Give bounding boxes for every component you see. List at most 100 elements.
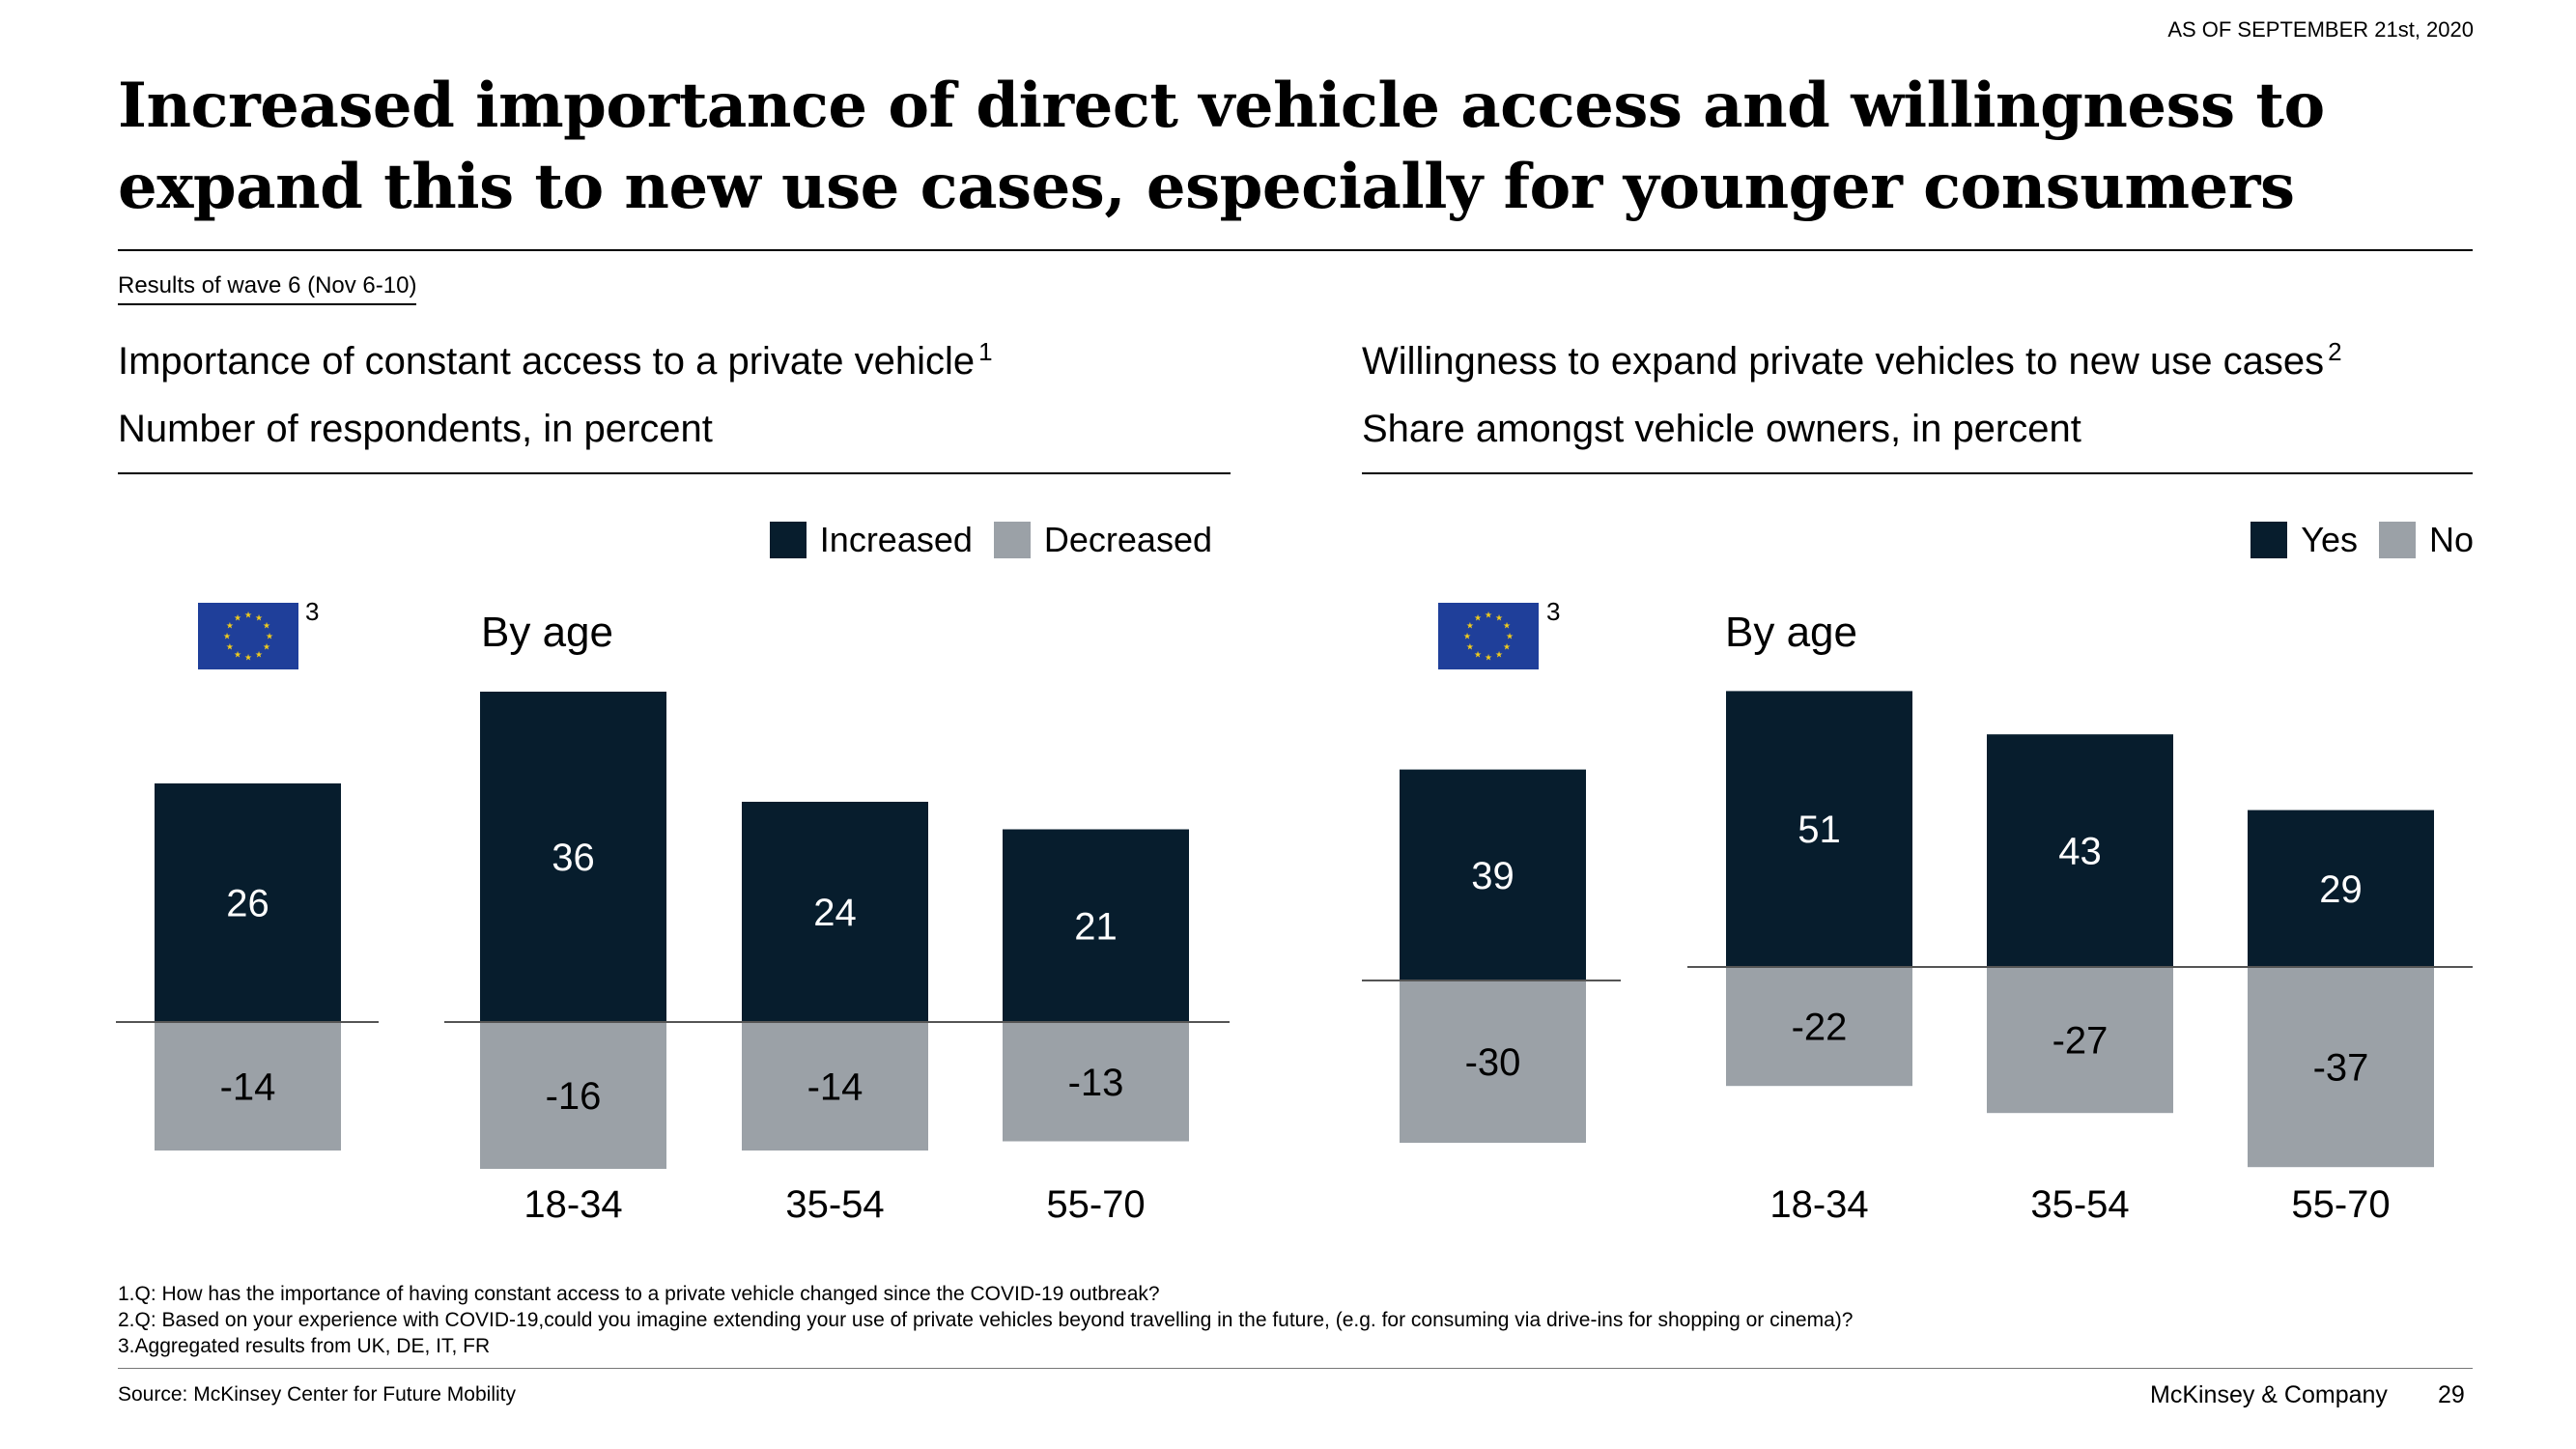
eu-flag-star: ★ bbox=[255, 612, 263, 622]
bar-increased-55-70 bbox=[1003, 829, 1189, 1022]
eu-flag-star: ★ bbox=[266, 632, 273, 641]
wave-tag: Results of wave 6 (Nov 6-10) bbox=[118, 272, 417, 305]
data-label-yes-eu: 39 bbox=[1471, 855, 1514, 897]
left-chart-title: Importance of constant access to a priva… bbox=[118, 336, 993, 384]
eu-flag-star: ★ bbox=[1503, 642, 1511, 652]
data-label-increased-35-54: 24 bbox=[813, 892, 857, 934]
left-chart-title-footnote: 1 bbox=[978, 336, 993, 366]
right-chart: 39 -30 51 -22 18-34 43 -27 35-54 29 -37 55-70 bbox=[1362, 691, 2473, 1226]
right-aggregate-footnote: 3 bbox=[1546, 597, 1561, 626]
eu-flag-star: ★ bbox=[234, 612, 241, 622]
bar-yes-55-70 bbox=[2248, 810, 2434, 967]
legend-swatch-no bbox=[2378, 522, 2416, 558]
bar-increased-35-54 bbox=[742, 802, 928, 1022]
legend-item-yes: Yes bbox=[2250, 520, 2358, 560]
eu-flag-icon: ★ ★★★★★★★★★★★ bbox=[198, 603, 298, 669]
category-label-35-54: 35-54 bbox=[2030, 1183, 2129, 1226]
category-label-55-70: 55-70 bbox=[2291, 1183, 2390, 1226]
data-label-yes-18-34: 51 bbox=[1798, 809, 1841, 851]
data-label-yes-55-70: 29 bbox=[2319, 868, 2363, 911]
legend-item-increased: Increased bbox=[769, 520, 973, 560]
bar-decreased-35-54 bbox=[742, 1022, 928, 1151]
left-chart-legend: Increased Decreased bbox=[769, 520, 1212, 560]
bar-no-18-34 bbox=[1726, 967, 1912, 1087]
eu-flag-star: ★ bbox=[244, 611, 252, 620]
bar-yes-35-54 bbox=[1987, 734, 2173, 967]
right-chart-title-footnote: 2 bbox=[2328, 336, 2342, 366]
bar-no-eu bbox=[1400, 980, 1586, 1143]
left-chart-divider bbox=[118, 472, 1231, 474]
eu-flag-star: ★ bbox=[1463, 632, 1471, 641]
eu-flag-stars: ★ ★★★★★★★★★★★ bbox=[1463, 611, 1514, 663]
eu-flag-star: ★ bbox=[1466, 642, 1474, 652]
eu-flag-star: ★ bbox=[1485, 611, 1492, 620]
source-note: Source: McKinsey Center for Future Mobil… bbox=[118, 1383, 516, 1406]
footnote-2: 2.Q: Based on your experience with COVID… bbox=[118, 1309, 1854, 1331]
title-divider bbox=[118, 249, 2473, 251]
eu-flag-star: ★ bbox=[244, 653, 252, 663]
legend-swatch-increased bbox=[769, 522, 807, 558]
data-label-increased-18-34: 36 bbox=[552, 837, 595, 879]
eu-flag-star: ★ bbox=[1466, 621, 1474, 631]
data-label-yes-35-54: 43 bbox=[2058, 831, 2102, 873]
eu-flag-stars: ★ ★★★★★★★★★★★ bbox=[223, 611, 273, 663]
data-label-no-35-54: -27 bbox=[2052, 1020, 2109, 1063]
bar-yes-eu bbox=[1400, 769, 1586, 980]
footnote-1: 1.Q: How has the importance of having co… bbox=[118, 1283, 1160, 1305]
eu-flag-star: ★ bbox=[223, 632, 231, 641]
page-title-line-2: expand this to new use cases, especially… bbox=[118, 151, 2295, 223]
date-stamp: AS OF SEPTEMBER 21st, 2020 bbox=[2167, 17, 2474, 42]
eu-flag-star: ★ bbox=[226, 621, 234, 631]
data-label-increased-55-70: 21 bbox=[1074, 905, 1118, 948]
eu-flag-star: ★ bbox=[1485, 653, 1492, 663]
legend-swatch-yes bbox=[2250, 522, 2288, 558]
bar-no-35-54 bbox=[1987, 967, 2173, 1114]
bar-decreased-18-34 bbox=[480, 1022, 666, 1169]
category-label-35-54: 35-54 bbox=[785, 1183, 884, 1226]
data-label-no-55-70: -37 bbox=[2313, 1047, 2369, 1090]
category-label-18-34: 18-34 bbox=[1769, 1183, 1868, 1226]
data-label-no-18-34: -22 bbox=[1792, 1007, 1848, 1049]
data-label-decreased-eu: -14 bbox=[220, 1066, 276, 1109]
eu-flag-star: ★ bbox=[255, 650, 263, 660]
category-label-18-34: 18-34 bbox=[524, 1183, 622, 1226]
eu-flag-star: ★ bbox=[263, 642, 270, 652]
right-chart-title: Willingness to expand private vehicles t… bbox=[1362, 336, 2342, 384]
eu-flag-star: ★ bbox=[226, 642, 234, 652]
left-chart-title-text: Importance of constant access to a priva… bbox=[118, 340, 976, 383]
bar-increased-18-34 bbox=[480, 692, 666, 1022]
left-aggregate-footnote: 3 bbox=[305, 597, 320, 626]
bar-no-55-70 bbox=[2248, 967, 2434, 1168]
footnotes: 1.Q: How has the importance of having co… bbox=[118, 1281, 1853, 1359]
legend-label-no: No bbox=[2428, 520, 2474, 559]
bar-decreased-eu bbox=[155, 1022, 341, 1151]
legend-item-no: No bbox=[2378, 520, 2474, 560]
eu-flag-star: ★ bbox=[1503, 621, 1511, 631]
data-label-decreased-55-70: -13 bbox=[1068, 1062, 1124, 1104]
eu-flag-star: ★ bbox=[263, 621, 270, 631]
bar-increased-eu bbox=[155, 783, 341, 1022]
data-label-decreased-18-34: -16 bbox=[546, 1075, 602, 1118]
page-number: 29 bbox=[2438, 1381, 2465, 1408]
data-label-no-eu: -30 bbox=[1465, 1041, 1521, 1084]
eu-flag-star: ★ bbox=[1506, 632, 1514, 641]
eu-flag-icon: ★ ★★★★★★★★★★★ bbox=[1438, 603, 1539, 669]
brand-name: McKinsey & Company bbox=[2150, 1381, 2388, 1408]
eu-flag-star: ★ bbox=[1474, 612, 1482, 622]
right-chart-divider bbox=[1362, 472, 2473, 474]
legend-swatch-decreased bbox=[993, 522, 1031, 558]
bar-yes-18-34 bbox=[1726, 691, 1912, 967]
legend-label-yes: Yes bbox=[2301, 520, 2358, 559]
right-by-age-label: By age bbox=[1725, 609, 1857, 656]
category-label-55-70: 55-70 bbox=[1046, 1183, 1145, 1226]
page-title-line-1: Increased importance of direct vehicle a… bbox=[118, 70, 2325, 142]
right-chart-title-text: Willingness to expand private vehicles t… bbox=[1362, 340, 2325, 383]
eu-flag-star: ★ bbox=[1495, 650, 1503, 660]
data-label-decreased-35-54: -14 bbox=[807, 1066, 863, 1109]
left-chart: 26 -14 36 -16 18-34 24 -14 35-54 21 -13 55-70 bbox=[116, 692, 1230, 1226]
footer-divider bbox=[118, 1368, 2473, 1369]
right-chart-legend: Yes No bbox=[2250, 520, 2474, 560]
left-by-age-label: By age bbox=[481, 609, 613, 656]
legend-item-decreased: Decreased bbox=[993, 520, 1212, 560]
legend-label-decreased: Decreased bbox=[1043, 520, 1212, 559]
